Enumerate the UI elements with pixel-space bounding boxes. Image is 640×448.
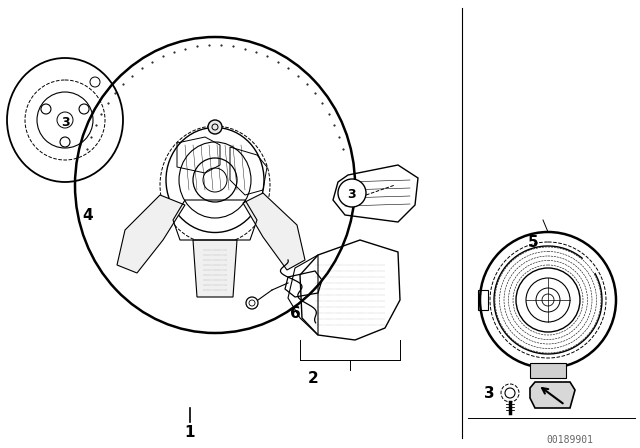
Text: 6: 6 <box>290 306 300 320</box>
Polygon shape <box>117 195 185 273</box>
Text: 3: 3 <box>61 116 69 129</box>
Polygon shape <box>530 382 575 408</box>
Text: 2: 2 <box>308 370 318 385</box>
Text: 1: 1 <box>185 425 195 439</box>
Text: 3: 3 <box>484 385 494 401</box>
Polygon shape <box>193 240 237 297</box>
Circle shape <box>208 120 222 134</box>
Text: 5: 5 <box>528 234 538 250</box>
Text: 3: 3 <box>348 188 356 201</box>
Circle shape <box>338 179 366 207</box>
Polygon shape <box>530 363 566 378</box>
Text: 4: 4 <box>83 207 93 223</box>
Polygon shape <box>243 193 305 270</box>
Text: 00189901: 00189901 <box>547 435 593 445</box>
